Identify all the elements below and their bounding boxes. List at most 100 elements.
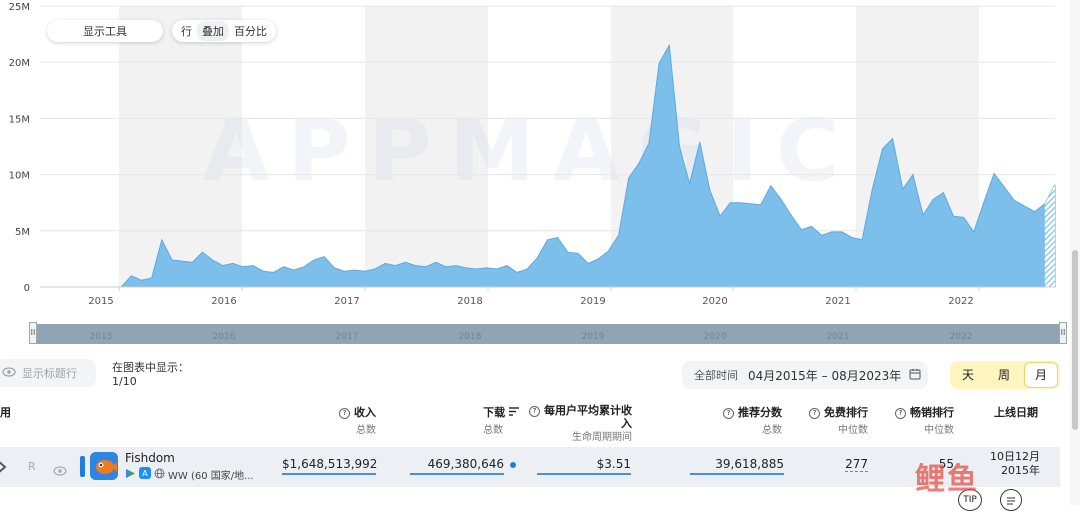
help-icon[interactable]: ? bbox=[809, 408, 820, 419]
free-rank-value: 277 bbox=[845, 457, 868, 472]
header-app[interactable]: 用 bbox=[0, 404, 11, 420]
x-tick-label: 2017 bbox=[334, 296, 359, 307]
all-time-label[interactable]: 全部时间 bbox=[694, 369, 738, 382]
header-downloads-label: 下载 bbox=[483, 406, 506, 419]
date-range-picker[interactable]: 全部时间 04月2015年 – 08月2023年 bbox=[682, 361, 928, 389]
help-icon[interactable]: ? bbox=[895, 408, 906, 419]
globe-icon bbox=[154, 468, 165, 482]
brand-watermark: 鲤鱼 bbox=[915, 462, 979, 497]
shown-in-chart: 在图表中显示： 1/10 bbox=[112, 361, 189, 389]
header-arpu-label: 每用户平均累计收入 bbox=[544, 404, 632, 430]
y-tick-label: 10M bbox=[9, 171, 30, 182]
period-month[interactable]: 月 bbox=[1024, 362, 1058, 388]
x-tick-label: 2022 bbox=[948, 296, 973, 307]
header-release-date[interactable]: 上线日期 bbox=[994, 404, 1038, 420]
y-tick-label: 15M bbox=[9, 114, 30, 125]
revenue-value: $1,648,513,992 bbox=[282, 457, 377, 475]
period-week[interactable]: 周 bbox=[997, 368, 1010, 382]
x-tick-label: 2018 bbox=[457, 296, 482, 307]
x-tick-label: 2020 bbox=[702, 296, 727, 307]
header-arpu-sub: 生命周期期间 bbox=[572, 432, 632, 443]
eye-icon bbox=[2, 366, 16, 380]
help-icon[interactable]: ? bbox=[723, 408, 734, 419]
header-downloads[interactable]: 下载 总数 bbox=[483, 404, 520, 436]
rank-badge: R bbox=[28, 460, 36, 473]
calendar-icon[interactable] bbox=[909, 368, 921, 383]
nav-label: 2021 bbox=[826, 332, 850, 342]
year-band bbox=[119, 6, 242, 287]
shown-in-chart-count: 1/10 bbox=[112, 375, 137, 388]
downloads-area-chart: APPMAGIC 25M 20M 15M 10M 5M 0 2015 2016 2017 2018 2… bbox=[9, 2, 1056, 307]
app-platforms: A WW (60 国家/地... bbox=[125, 467, 254, 482]
show-title-row-button[interactable]: 显示标题行 bbox=[0, 359, 96, 387]
google-play-icon bbox=[125, 468, 136, 482]
mode-percent[interactable]: 百分比 bbox=[234, 25, 267, 38]
nav-label: 2022 bbox=[949, 332, 973, 342]
app-name[interactable]: Fishdom bbox=[125, 451, 175, 465]
nav-label: 2020 bbox=[703, 332, 727, 342]
show-title-row-label: 显示标题行 bbox=[22, 367, 77, 380]
sort-desc-icon[interactable] bbox=[509, 406, 520, 419]
header-downloads-sub: 总数 bbox=[483, 425, 504, 436]
x-tick-label: 2021 bbox=[825, 296, 850, 307]
period-toggle: 天 周 月 bbox=[950, 361, 1060, 389]
y-tick-label: 20M bbox=[9, 58, 30, 69]
shown-in-chart-label: 在图表中显示： bbox=[112, 361, 189, 374]
header-app-label: 用 bbox=[0, 406, 11, 419]
help-icon[interactable]: ? bbox=[529, 406, 540, 417]
header-free-rank[interactable]: ? 免费排行 中位数 bbox=[809, 404, 868, 436]
series-color-marker bbox=[80, 456, 85, 477]
y-tick-label: 25M bbox=[9, 2, 30, 13]
navigator-left-handle[interactable]: II bbox=[29, 322, 37, 344]
nav-label: 2018 bbox=[458, 332, 482, 342]
show-tools-label: 显示工具 bbox=[83, 25, 127, 38]
downloads-value: 469,380,646 bbox=[410, 457, 504, 475]
mode-row[interactable]: 行 bbox=[181, 25, 192, 38]
help-icon[interactable]: ? bbox=[339, 408, 350, 419]
header-free-rank-sub: 中位数 bbox=[838, 425, 868, 436]
y-tick-label: 5M bbox=[15, 227, 30, 238]
region-text: WW (60 国家/地... bbox=[168, 471, 254, 482]
chart-mode-group: 行 叠加 百分比 bbox=[172, 20, 276, 42]
app-store-icon: A bbox=[139, 467, 151, 482]
nav-label: 2017 bbox=[335, 332, 359, 342]
x-tick-label: 2016 bbox=[211, 296, 236, 307]
header-revenue-label: 收入 bbox=[354, 406, 376, 419]
nav-label: 2019 bbox=[581, 332, 605, 342]
header-grossing-rank-label: 畅销排行 bbox=[910, 406, 954, 419]
downloads-area-series bbox=[40, 43, 1056, 288]
mode-stacked[interactable]: 叠加 bbox=[197, 21, 229, 41]
nav-label: 2016 bbox=[212, 332, 236, 342]
period-day[interactable]: 天 bbox=[961, 368, 974, 382]
chart-area: APPMAGIC 25M 20M 15M 10M 5M 0 2015 2016 2017 2018 2… bbox=[8, 2, 1056, 307]
header-grossing-rank[interactable]: ? 畅销排行 中位数 bbox=[895, 404, 954, 436]
eye-icon[interactable] bbox=[53, 461, 67, 480]
fishdom-app-icon[interactable] bbox=[90, 452, 118, 480]
show-tools-button[interactable]: 显示工具 bbox=[47, 20, 163, 42]
x-tick-label: 2019 bbox=[580, 296, 605, 307]
header-revenue[interactable]: ? 收入 总数 bbox=[339, 404, 376, 436]
featuring-value: 39,618,885 bbox=[690, 457, 784, 475]
header-arpu[interactable]: ? 每用户平均累计收入 生命周期期间 bbox=[520, 404, 632, 444]
chevron-right-icon[interactable] bbox=[0, 459, 8, 479]
header-featuring-sub: 总数 bbox=[762, 425, 782, 436]
header-featuring[interactable]: ? 推荐分数 总数 bbox=[723, 404, 782, 436]
year-band bbox=[365, 6, 488, 287]
date-range-value: 04月2015年 – 08月2023年 bbox=[748, 368, 902, 383]
chart-watermark: APPMAGIC bbox=[203, 101, 857, 201]
nav-label: 2015 bbox=[89, 332, 113, 342]
table-row[interactable]: R Fishdom A WW (60 国家/地... $1,648,513,99… bbox=[0, 447, 1060, 511]
downloads-series-dot bbox=[510, 462, 516, 468]
header-release-date-label: 上线日期 bbox=[994, 406, 1038, 419]
svg-text:A: A bbox=[142, 469, 148, 478]
header-revenue-sub: 总数 bbox=[356, 425, 376, 436]
navigator-right-handle[interactable]: II bbox=[1059, 322, 1067, 344]
header-free-rank-label: 免费排行 bbox=[824, 406, 868, 419]
scrollbar-thumb[interactable] bbox=[1072, 250, 1078, 430]
header-featuring-label: 推荐分数 bbox=[738, 406, 782, 419]
arpu-value: $3.51 bbox=[537, 457, 631, 475]
page-scrollbar[interactable] bbox=[1070, 0, 1080, 505]
menu-icon[interactable] bbox=[1000, 489, 1022, 511]
header-grossing-rank-sub: 中位数 bbox=[924, 425, 954, 436]
time-navigator[interactable]: 2015 2016 2017 2018 2019 2020 2021 2022 … bbox=[29, 322, 1067, 344]
